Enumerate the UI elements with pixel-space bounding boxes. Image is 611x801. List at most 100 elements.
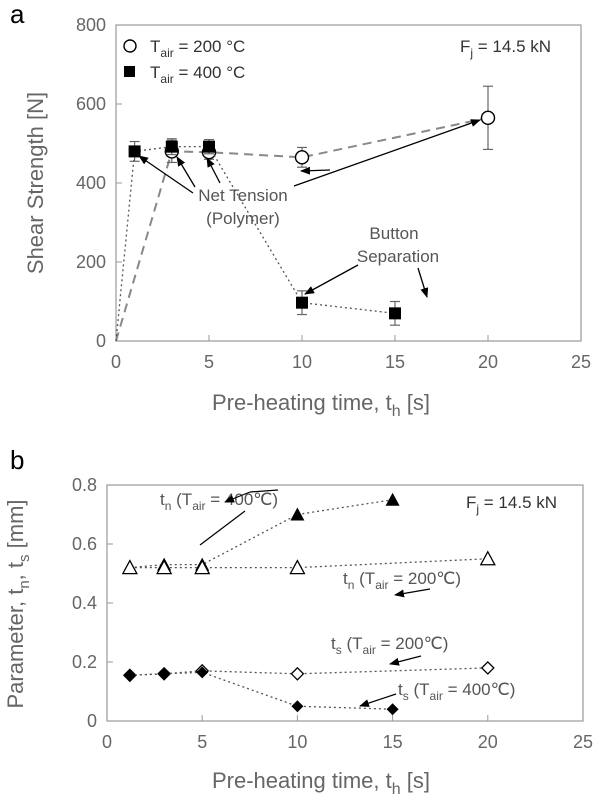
y-tick-label: 600 (76, 94, 106, 114)
x-tick-label: 20 (478, 732, 498, 752)
label-ts-200-sub: s (336, 643, 342, 657)
panel-b-xlabel-sub: h (392, 781, 401, 798)
panel-b-force-sub: j (475, 502, 479, 516)
point-diamond-open (480, 660, 495, 675)
label-ts-400-sub2: air (430, 689, 443, 703)
label-ts-400-t: t (398, 680, 403, 699)
panel-b-force-f: F (466, 493, 476, 512)
x-tick-label: 15 (385, 352, 405, 372)
point-square (128, 145, 141, 158)
point-diamond-open (290, 666, 305, 681)
label-ts-200-t: t (331, 634, 336, 653)
label-tn-400-end: = 400℃) (206, 490, 279, 509)
panel-b-label: b (10, 445, 24, 475)
panel-b-xlabel-unit: [s] (401, 768, 430, 793)
y-tick-label: 0.6 (72, 534, 97, 554)
x-tick-label: 5 (204, 352, 214, 372)
point-circle (294, 150, 310, 165)
point-diamond-filled (123, 669, 136, 682)
label-ts-400: ts (Tair = 400℃) (398, 680, 515, 703)
panel-b-ylabel-sub-s: s (16, 554, 33, 562)
x-tick-label: 20 (478, 352, 498, 372)
label-tn-400-sub2: air (192, 499, 205, 513)
point-triangle-open (479, 550, 496, 566)
panel-b-ylabel-p2: , t (3, 562, 28, 580)
panel-b-ylabel-sub-n: n (16, 580, 33, 588)
point-triangle-filled (290, 507, 305, 521)
annotation-button: Button (369, 224, 418, 243)
point-triangle-open (289, 559, 306, 575)
point-diamond-filled (291, 700, 304, 713)
series-line-1 (115, 146, 396, 342)
label-ts-200-mid: (T (342, 634, 363, 653)
arrow-net-tension-2 (176, 156, 196, 188)
panel-a: a 0 200 400 600 800 0 5 10 15 20 25 Shear Strengt… (10, 0, 591, 420)
label-tn-200-mid: (T (354, 569, 375, 588)
arrow-ts-200 (389, 655, 422, 666)
panel-a-xlabel-unit: [s] (401, 390, 430, 415)
panel-b-ylabel-p3: [mm] (3, 499, 28, 554)
panel-a-force-f: F (460, 37, 470, 56)
panel-a-force-value: = 14.5 kN (473, 37, 551, 56)
point-square (165, 140, 178, 153)
arrow-net-tension-1 (138, 155, 194, 194)
legend-400-suffix: = 400 °C (174, 63, 246, 82)
arrow-tn-400-line (199, 510, 246, 546)
panel-b-xlabel: Pre-heating time, th [s] (212, 768, 430, 798)
label-ts-200-end: = 200℃) (376, 634, 449, 653)
legend-400-sub: air (160, 72, 173, 86)
series-line-3 (129, 671, 393, 710)
x-tick-label: 10 (287, 732, 307, 752)
x-tick-label: 0 (102, 732, 112, 752)
arrow-ts-400 (359, 693, 397, 707)
panel-b-xlabel-main: Pre-heating time, t (212, 768, 392, 793)
point-square (296, 296, 308, 309)
panel-b-series (121, 492, 496, 716)
arrow-net-tension-4 (293, 119, 481, 187)
label-ts-400-sub: s (403, 689, 409, 703)
label-ts-200-sub2: air (363, 643, 376, 657)
point-triangle-open (121, 559, 138, 575)
x-tick-label: 10 (292, 352, 312, 372)
panel-a-x-ticks: 0 5 10 15 20 25 (111, 335, 591, 372)
panel-a-ylabel: Shear Strength [N] (23, 92, 48, 274)
arrow-tn-200 (394, 588, 431, 598)
label-tn-200-sub2: air (375, 578, 388, 592)
point-diamond-filled (386, 703, 399, 716)
y-tick-label: 800 (76, 15, 106, 35)
arrow-tn-400-bracket (224, 491, 251, 503)
y-tick-label: 0.2 (72, 652, 97, 672)
panel-a-label: a (10, 0, 25, 29)
x-tick-label: 15 (383, 732, 403, 752)
legend-200-suffix: = 200 °C (174, 37, 246, 56)
y-tick-label: 0 (96, 331, 106, 351)
series-line-1 (129, 558, 488, 569)
arrow-tn-400-stem (249, 489, 279, 493)
point-circle (480, 110, 496, 126)
label-tn-400: tn (Tair = 400℃) (160, 490, 278, 513)
point-diamond-filled (196, 666, 209, 679)
label-tn-200-t: t (343, 569, 348, 588)
point-diamond-filled (158, 667, 171, 680)
panel-b-force-value: = 14.5 kN (479, 493, 557, 512)
label-tn-400-sub: n (165, 499, 172, 513)
arrow-net-tension-5 (300, 166, 331, 175)
annotation-polymer: (Polymer) (206, 209, 280, 228)
panel-b: b 00.20.40.60.8 0 5 10 15 20 25 Parameter, tn… (3, 445, 593, 798)
x-tick-label: 25 (573, 732, 593, 752)
panel-b-force-label: Fj = 14.5 kN (466, 493, 557, 516)
arrow-net-tension-3 (206, 157, 221, 184)
label-tn-400-mid: (T (171, 490, 192, 509)
panel-a-series (115, 85, 496, 342)
legend-marker-square (124, 66, 135, 77)
series-line-2 (129, 667, 488, 676)
point-square (203, 140, 215, 153)
point-triangle-open (194, 559, 211, 575)
y-tick-label: 200 (76, 252, 106, 272)
label-tn-200-end: = 200℃) (389, 569, 462, 588)
label-tn-200-sub: n (348, 578, 355, 592)
arrow-button-2 (417, 267, 429, 298)
x-tick-label: 0 (111, 352, 121, 372)
panel-b-ylabel-p1: Parameter, t (3, 589, 28, 709)
series-line-0 (115, 116, 489, 342)
